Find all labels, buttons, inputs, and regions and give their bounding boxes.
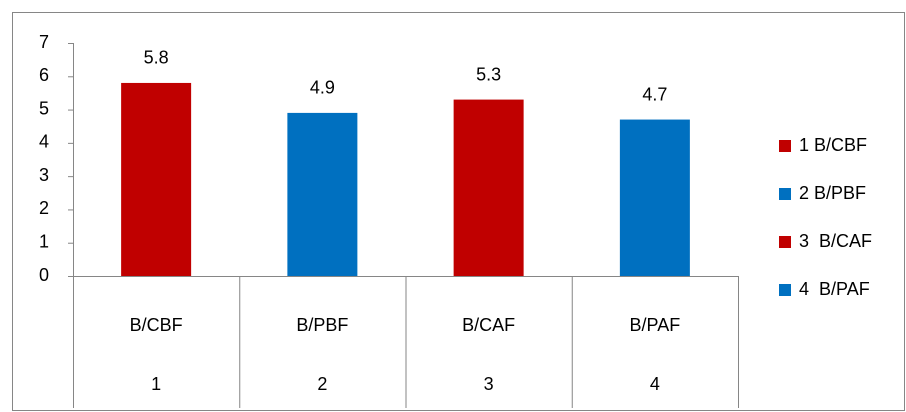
x-group-label: 4 (650, 374, 660, 394)
x-group-label: 3 (484, 374, 494, 394)
x-tick-label: B/CAF (462, 315, 515, 335)
data-label: 4.7 (642, 84, 667, 104)
legend-label: 1 B/CBF (799, 135, 867, 155)
legend-swatch (779, 188, 791, 200)
legend-label: 2 B/PBF (799, 183, 866, 203)
x-tick-label: B/PBF (296, 315, 348, 335)
x-tick-label: B/PAF (630, 315, 681, 335)
x-tick-label: B/CBF (130, 315, 183, 335)
bar (453, 99, 524, 276)
y-tick-label: 4 (39, 132, 49, 152)
data-label: 4.9 (310, 78, 335, 98)
data-label: 5.3 (476, 64, 501, 84)
bar (121, 82, 192, 276)
bar (287, 112, 358, 277)
legend-swatch (779, 284, 791, 296)
y-tick-label: 5 (39, 98, 49, 118)
legend-swatch (779, 236, 791, 248)
bar (619, 119, 690, 276)
y-tick-label: 2 (39, 198, 49, 218)
x-group-label: 1 (151, 374, 161, 394)
y-tick-label: 0 (39, 265, 49, 285)
y-tick-label: 6 (39, 65, 49, 85)
y-tick-label: 3 (39, 165, 49, 185)
y-tick-label: 1 (39, 231, 49, 251)
data-label: 5.8 (144, 48, 169, 68)
y-tick-label: 7 (39, 32, 49, 52)
legend-label: 3 B/CAF (799, 231, 872, 251)
legend-swatch (779, 140, 791, 152)
legend-label: 4 B/PAF (799, 279, 870, 299)
x-group-label: 2 (317, 374, 327, 394)
